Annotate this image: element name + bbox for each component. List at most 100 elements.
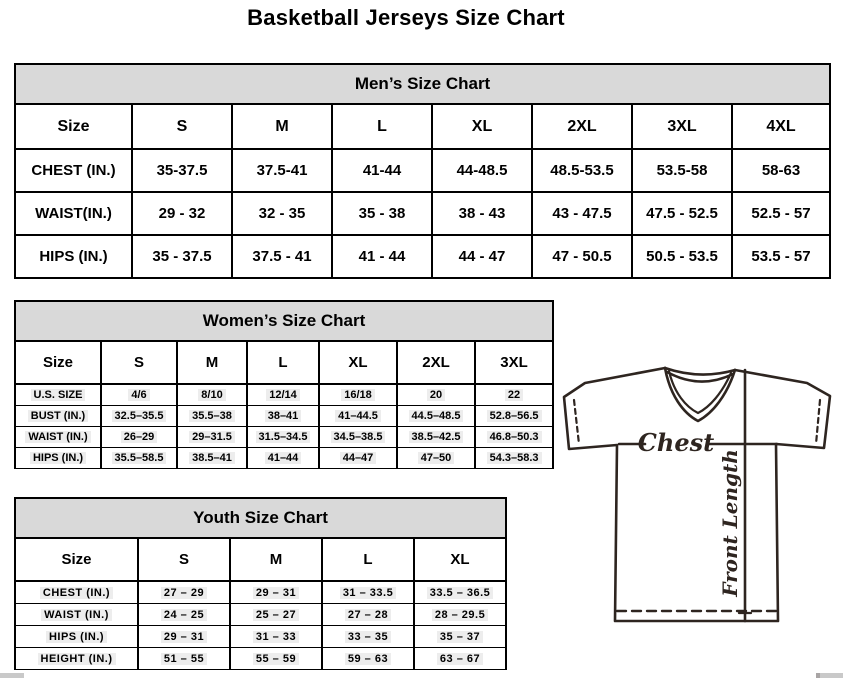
value-text: 35.5–38 xyxy=(189,410,235,422)
youth-value-cell: 28 – 29.5 xyxy=(412,603,508,626)
men-column-header-xl: XL xyxy=(431,103,533,150)
youth-value-cell: 35 – 37 xyxy=(412,625,508,648)
women-value-cell: 32.5–35.5 xyxy=(100,405,178,427)
youth-row-label: HIPS (IN.) xyxy=(14,625,139,648)
youth-value-cell: 27 – 28 xyxy=(321,603,415,626)
youth-value-cell: 29 – 31 xyxy=(137,625,231,648)
row-label-text: WAIST (IN.) xyxy=(25,431,91,443)
value-text: 29 – 31 xyxy=(160,630,208,643)
row-label-text: WAIST (IN.) xyxy=(41,608,112,621)
youth-value-cell: 63 – 67 xyxy=(412,647,508,670)
women-column-header-size: Size xyxy=(14,340,102,385)
value-text: 25 – 27 xyxy=(252,608,300,621)
value-text: 4/6 xyxy=(128,389,150,401)
men-column-header-size: Size xyxy=(14,103,133,150)
womens-table-title: Women’s Size Chart xyxy=(13,300,555,342)
youth-value-cell: 51 – 55 xyxy=(137,647,231,670)
men-value-cell: 32 - 35 xyxy=(231,191,333,236)
women-value-cell: 31.5–34.5 xyxy=(246,426,320,448)
womens-size-table: Women’s Size Chart Size S M L XL 2XL 3XL U.S. … xyxy=(13,300,555,469)
value-text: 29 – 31 xyxy=(252,586,300,599)
mens-table-title: Men’s Size Chart xyxy=(13,63,832,105)
value-text: 29–31.5 xyxy=(189,431,235,443)
men-row-label: HIPS (IN.) xyxy=(14,234,133,279)
value-text: 38–41 xyxy=(264,410,302,422)
page-title: Basketball Jerseys Size Chart xyxy=(247,5,565,30)
women-value-cell: 47–50 xyxy=(396,447,476,469)
value-text: 59 – 63 xyxy=(344,652,392,665)
women-value-cell: 41–44.5 xyxy=(318,405,398,427)
women-row-label: WAIST (IN.) xyxy=(14,426,102,448)
women-value-cell: 44–47 xyxy=(318,447,398,469)
value-text: 26–29 xyxy=(120,431,158,443)
value-text: 16/18 xyxy=(341,389,375,401)
men-value-cell: 53.5 - 57 xyxy=(730,234,832,279)
women-column-header-3xl: 3XL xyxy=(473,340,555,385)
men-value-cell: 38 - 43 xyxy=(431,191,533,236)
men-column-header-l: L xyxy=(331,103,433,150)
women-table-row: HIPS (IN.) 35.5–58.5 38.5–41 41–44 44–47 47–5… xyxy=(14,447,555,469)
value-text: 41–44.5 xyxy=(335,410,381,422)
value-text: 28 – 29.5 xyxy=(431,608,489,621)
men-value-cell: 58-63 xyxy=(730,148,832,193)
jersey-outline-shape xyxy=(562,366,832,623)
women-column-header-l: L xyxy=(246,340,320,385)
youth-row-label: CHEST (IN.) xyxy=(14,580,139,604)
value-text: 51 – 55 xyxy=(160,652,208,665)
men-value-cell: 44 - 47 xyxy=(431,234,533,279)
women-value-cell: 34.5–38.5 xyxy=(318,426,398,448)
row-label-text: BUST (IN.) xyxy=(27,410,89,422)
women-value-cell: 12/14 xyxy=(246,383,320,406)
men-column-header-m: M xyxy=(231,103,333,150)
women-value-cell: 38–41 xyxy=(246,405,320,427)
row-label-text: HEIGHT (IN.) xyxy=(37,652,116,665)
youth-column-header-xl: XL xyxy=(412,537,508,582)
women-row-label: BUST (IN.) xyxy=(14,405,102,427)
youth-value-cell: 31 – 33 xyxy=(229,625,323,648)
men-value-cell: 35-37.5 xyxy=(131,148,233,193)
row-label-text: HIPS (IN.) xyxy=(45,630,108,643)
men-value-cell: 44-48.5 xyxy=(431,148,533,193)
row-label-text: U.S. SIZE xyxy=(30,389,86,401)
value-text: 55 – 59 xyxy=(252,652,300,665)
left-cuff-dashed-line xyxy=(572,398,581,446)
men-table-row: WAIST(IN.) 29 - 32 32 - 35 35 - 38 38 - 43 43… xyxy=(14,191,832,236)
men-column-header-s: S xyxy=(131,103,233,150)
women-value-cell: 26–29 xyxy=(100,426,178,448)
value-text: 44–47 xyxy=(339,452,377,464)
horizontal-scrollbar-fragment-left[interactable] xyxy=(0,673,24,678)
women-value-cell: 38.5–42.5 xyxy=(396,426,476,448)
women-value-cell: 44.5–48.5 xyxy=(396,405,476,427)
value-text: 31 – 33 xyxy=(252,630,300,643)
value-text: 20 xyxy=(426,389,446,401)
value-text: 63 – 67 xyxy=(436,652,484,665)
women-column-header-s: S xyxy=(100,340,178,385)
men-value-cell: 43 - 47.5 xyxy=(531,191,633,236)
women-value-cell: 22 xyxy=(473,383,555,406)
men-value-cell: 47.5 - 52.5 xyxy=(631,191,733,236)
women-column-header-2xl: 2XL xyxy=(396,340,476,385)
women-value-cell: 29–31.5 xyxy=(176,426,248,448)
value-text: 38.5–41 xyxy=(189,452,235,464)
youth-table-row: CHEST (IN.) 27 – 29 29 – 31 31 – 33.5 33.5 –… xyxy=(14,580,508,604)
value-text: 33.5 – 36.5 xyxy=(426,586,494,599)
men-value-cell: 37.5 - 41 xyxy=(231,234,333,279)
men-column-header-4xl: 4XL xyxy=(730,103,832,150)
men-value-cell: 48.5-53.5 xyxy=(531,148,633,193)
row-label-text: HIPS (IN.) xyxy=(29,452,87,464)
youth-column-header-l: L xyxy=(321,537,415,582)
women-value-cell: 38.5–41 xyxy=(176,447,248,469)
women-table-row: U.S. SIZE 4/6 8/10 12/14 16/18 20 22 xyxy=(14,383,555,406)
horizontal-scrollbar-fragment-right[interactable] xyxy=(816,673,843,678)
youth-size-table: Youth Size Chart Size S M L XL CHEST (IN.) 27… xyxy=(13,497,508,670)
value-text: 12/14 xyxy=(266,389,300,401)
value-text: 22 xyxy=(504,389,524,401)
women-row-label: HIPS (IN.) xyxy=(14,447,102,469)
women-value-cell: 46.8–50.3 xyxy=(473,426,555,448)
value-text: 35 – 37 xyxy=(436,630,484,643)
youth-value-cell: 27 – 29 xyxy=(137,580,231,604)
value-text: 38.5–42.5 xyxy=(408,431,464,443)
men-value-cell: 29 - 32 xyxy=(131,191,233,236)
men-column-header-2xl: 2XL xyxy=(531,103,633,150)
youth-column-header-size: Size xyxy=(14,537,139,582)
